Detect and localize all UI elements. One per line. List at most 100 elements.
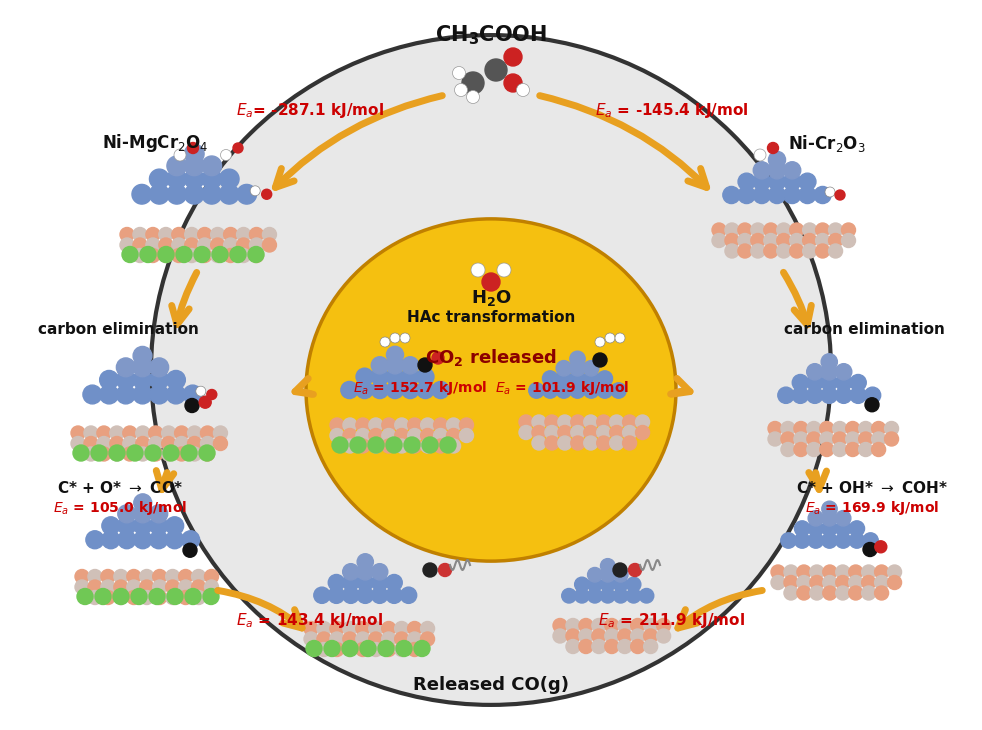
Circle shape bbox=[408, 632, 421, 646]
Circle shape bbox=[176, 247, 192, 263]
Circle shape bbox=[88, 569, 102, 583]
Circle shape bbox=[136, 426, 149, 440]
Circle shape bbox=[250, 186, 260, 196]
Circle shape bbox=[133, 248, 147, 263]
Circle shape bbox=[643, 629, 658, 643]
Circle shape bbox=[249, 228, 263, 242]
Circle shape bbox=[888, 575, 901, 590]
Circle shape bbox=[402, 357, 418, 374]
Circle shape bbox=[455, 83, 467, 96]
Circle shape bbox=[167, 385, 186, 404]
Circle shape bbox=[823, 565, 837, 579]
Circle shape bbox=[203, 588, 219, 604]
Circle shape bbox=[166, 591, 180, 604]
Circle shape bbox=[420, 429, 435, 442]
Circle shape bbox=[627, 577, 641, 592]
Circle shape bbox=[211, 248, 225, 263]
Circle shape bbox=[117, 370, 136, 389]
Circle shape bbox=[614, 567, 627, 582]
Circle shape bbox=[139, 580, 154, 594]
Circle shape bbox=[188, 426, 201, 440]
Circle shape bbox=[149, 169, 169, 189]
Circle shape bbox=[262, 238, 277, 252]
Circle shape bbox=[545, 426, 559, 439]
Circle shape bbox=[738, 173, 755, 191]
Circle shape bbox=[440, 437, 456, 453]
Circle shape bbox=[99, 370, 119, 389]
Circle shape bbox=[188, 142, 198, 153]
Circle shape bbox=[404, 437, 420, 453]
Circle shape bbox=[778, 387, 794, 404]
Circle shape bbox=[134, 531, 152, 549]
Circle shape bbox=[328, 575, 345, 591]
Circle shape bbox=[212, 247, 228, 263]
Circle shape bbox=[117, 385, 136, 404]
Circle shape bbox=[777, 244, 791, 258]
Text: carbon elimination: carbon elimination bbox=[784, 323, 945, 337]
Circle shape bbox=[197, 248, 212, 263]
Circle shape bbox=[158, 247, 174, 263]
Circle shape bbox=[355, 632, 370, 646]
Circle shape bbox=[808, 533, 824, 548]
Circle shape bbox=[737, 223, 752, 237]
Circle shape bbox=[207, 390, 217, 399]
Circle shape bbox=[200, 437, 214, 450]
Circle shape bbox=[610, 415, 624, 429]
Circle shape bbox=[453, 66, 465, 80]
Circle shape bbox=[167, 588, 183, 604]
Circle shape bbox=[166, 517, 184, 535]
Circle shape bbox=[797, 586, 811, 600]
Circle shape bbox=[248, 247, 264, 263]
Circle shape bbox=[814, 186, 831, 204]
Circle shape bbox=[204, 580, 219, 594]
Circle shape bbox=[408, 418, 421, 432]
Circle shape bbox=[562, 588, 576, 603]
Circle shape bbox=[306, 640, 322, 656]
Circle shape bbox=[846, 442, 859, 456]
Circle shape bbox=[139, 569, 154, 583]
Circle shape bbox=[109, 445, 125, 461]
Circle shape bbox=[553, 618, 567, 632]
Circle shape bbox=[570, 361, 585, 376]
Circle shape bbox=[330, 621, 344, 636]
Circle shape bbox=[146, 228, 160, 242]
Circle shape bbox=[754, 149, 766, 161]
Circle shape bbox=[460, 418, 473, 432]
Circle shape bbox=[123, 447, 136, 461]
Circle shape bbox=[558, 415, 572, 429]
Circle shape bbox=[261, 189, 272, 199]
Circle shape bbox=[863, 542, 877, 556]
Circle shape bbox=[822, 520, 838, 537]
Circle shape bbox=[120, 228, 134, 242]
Circle shape bbox=[751, 234, 765, 247]
Circle shape bbox=[408, 642, 421, 656]
Circle shape bbox=[863, 533, 878, 548]
Text: $E_a$= -287.1 kJ/mol: $E_a$= -287.1 kJ/mol bbox=[236, 101, 384, 120]
Ellipse shape bbox=[306, 219, 676, 561]
Circle shape bbox=[219, 185, 239, 204]
Circle shape bbox=[466, 91, 479, 104]
Circle shape bbox=[875, 586, 889, 600]
Circle shape bbox=[792, 387, 808, 404]
Circle shape bbox=[416, 382, 434, 399]
Circle shape bbox=[123, 426, 136, 440]
Circle shape bbox=[134, 494, 152, 512]
Circle shape bbox=[792, 374, 808, 391]
Circle shape bbox=[324, 640, 340, 656]
Circle shape bbox=[343, 429, 356, 442]
Circle shape bbox=[439, 564, 452, 577]
Circle shape bbox=[725, 244, 738, 258]
Circle shape bbox=[118, 517, 136, 535]
Circle shape bbox=[402, 368, 418, 385]
Circle shape bbox=[350, 437, 366, 453]
Circle shape bbox=[117, 358, 136, 377]
Circle shape bbox=[159, 248, 173, 263]
Circle shape bbox=[148, 437, 163, 450]
Circle shape bbox=[643, 639, 658, 653]
Circle shape bbox=[784, 565, 798, 579]
Circle shape bbox=[355, 642, 370, 656]
Circle shape bbox=[97, 447, 111, 461]
Circle shape bbox=[623, 426, 636, 439]
Circle shape bbox=[447, 439, 461, 453]
Circle shape bbox=[846, 421, 859, 436]
